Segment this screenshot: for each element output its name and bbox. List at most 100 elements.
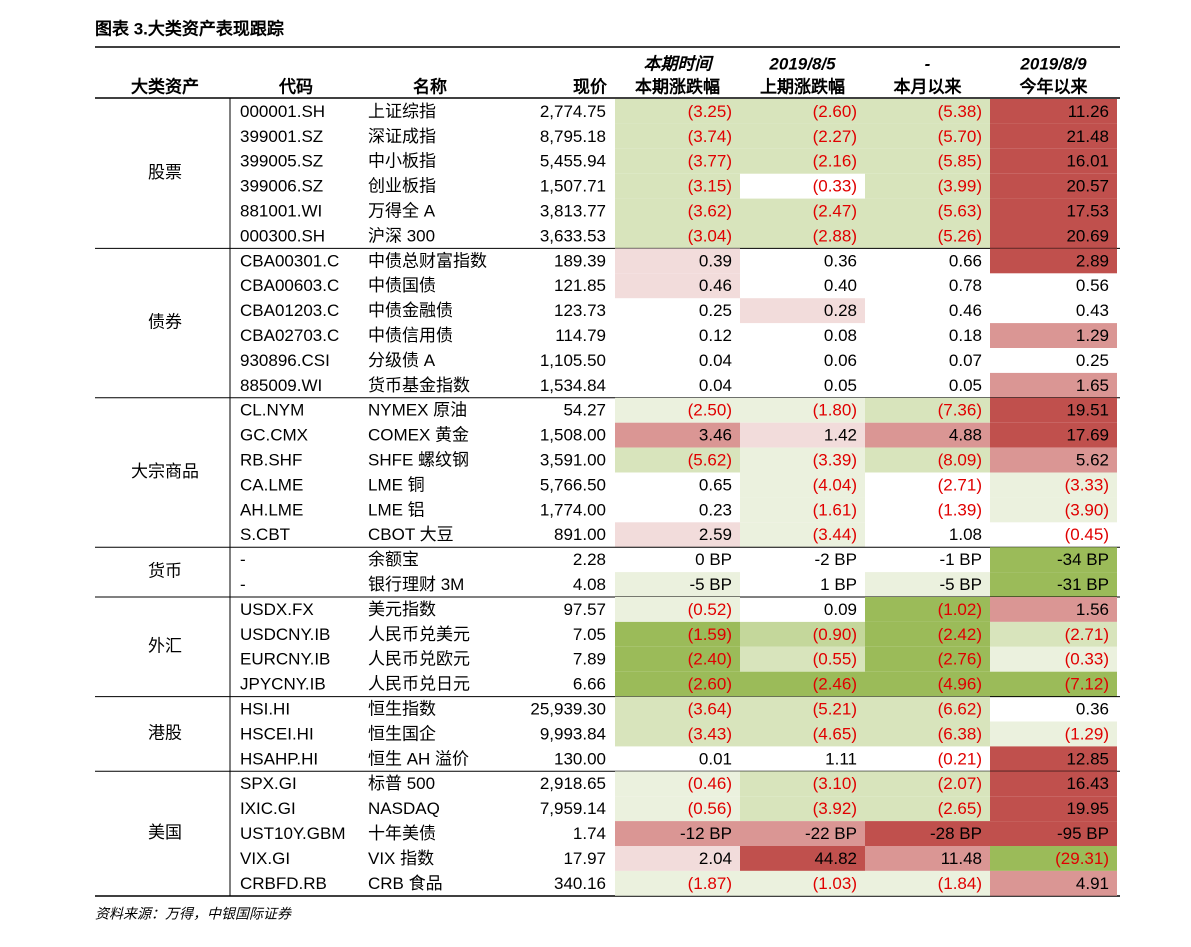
change-cell: 1 BP	[820, 575, 857, 594]
price-cell: 1.74	[573, 824, 606, 843]
price-cell: 7.05	[573, 625, 606, 644]
name-cell: 中债国债	[368, 276, 436, 295]
header-top-cell: 2019/8/5	[768, 54, 836, 73]
cell-fill	[990, 223, 1117, 249]
change-cell: 0.28	[824, 301, 857, 320]
change-cell: (2.07)	[938, 774, 982, 793]
price-cell: 3,813.77	[540, 202, 606, 221]
change-cell: (29.31)	[1055, 849, 1109, 868]
change-cell: (3.90)	[1065, 500, 1109, 519]
cell-fill	[990, 721, 1117, 747]
name-cell: 人民币兑日元	[368, 675, 470, 694]
change-cell: (5.26)	[938, 226, 982, 245]
change-cell: (2.47)	[813, 202, 857, 221]
name-cell: 分级债 A	[368, 351, 436, 370]
price-cell: 6.66	[573, 675, 606, 694]
change-cell: 11.48	[941, 849, 982, 868]
change-cell: 0.09	[824, 600, 857, 619]
change-cell: 17.69	[1066, 426, 1109, 445]
change-cell: 0.56	[1076, 276, 1109, 295]
cell-fill	[615, 99, 740, 124]
name-cell: 美元指数	[368, 600, 436, 619]
change-cell: 0.06	[824, 351, 857, 370]
change-cell: (1.03)	[813, 874, 857, 893]
change-cell: (2.50)	[688, 401, 732, 420]
cell-fill	[615, 870, 740, 896]
cell-fill	[990, 99, 1117, 124]
change-cell: (0.56)	[688, 799, 732, 818]
change-cell: (5.70)	[938, 127, 982, 146]
cell-fill	[615, 397, 740, 423]
change-cell: (3.43)	[688, 724, 732, 743]
header-cell: 今年以来	[1020, 76, 1089, 96]
cell-fill	[990, 621, 1117, 647]
cell-fill	[615, 771, 740, 797]
change-cell: 19.51	[1066, 401, 1109, 420]
name-cell: 深证成指	[368, 127, 436, 146]
cell-fill	[865, 99, 990, 124]
change-cell: (3.44)	[813, 525, 857, 544]
price-cell: 1,105.50	[540, 351, 606, 370]
header-top-cell: 本期时间	[644, 54, 715, 73]
change-cell: (0.45)	[1065, 525, 1109, 544]
cell-fill	[865, 870, 990, 896]
change-cell: (5.62)	[688, 451, 732, 470]
code-cell: CRBFD.RB	[240, 874, 327, 893]
cell-fill	[740, 123, 865, 149]
change-cell: (3.74)	[688, 127, 732, 146]
cell-fill	[990, 821, 1117, 846]
name-cell: VIX 指数	[368, 849, 434, 868]
change-cell: (0.90)	[813, 625, 857, 644]
cell-fill	[740, 198, 865, 224]
cell-fill	[990, 123, 1117, 149]
change-cell: 0.65	[699, 475, 732, 494]
cell-fill	[865, 173, 990, 199]
code-cell: AH.LME	[240, 500, 303, 519]
group-label: 货币	[148, 562, 182, 581]
change-cell: 0.25	[1076, 351, 1109, 370]
name-cell: NASDAQ	[368, 799, 440, 818]
cell-fill	[740, 721, 865, 747]
cell-fill	[740, 422, 865, 448]
name-cell: 货币基金指数	[368, 376, 470, 395]
change-cell: -22 BP	[805, 824, 857, 843]
cell-fill	[990, 397, 1117, 423]
code-cell: 881001.WI	[240, 202, 322, 221]
price-cell: 8,795.18	[540, 127, 606, 146]
code-cell: SPX.GI	[240, 774, 297, 793]
change-cell: -31 BP	[1057, 575, 1109, 594]
change-cell: 2.04	[699, 849, 732, 868]
price-cell: 121.85	[554, 276, 606, 295]
change-cell: 0.43	[1076, 301, 1109, 320]
name-cell: 中小板指	[368, 152, 436, 171]
name-cell: LME 铜	[368, 475, 425, 494]
cell-fill	[990, 148, 1117, 174]
group-label: 股票	[148, 163, 182, 182]
price-cell: 4.08	[573, 575, 606, 594]
change-cell: (2.16)	[813, 152, 857, 171]
cell-fill	[615, 597, 740, 622]
change-cell: (2.71)	[938, 475, 982, 494]
change-cell: 0.39	[699, 251, 732, 270]
price-cell: 891.00	[554, 525, 606, 544]
price-cell: 97.57	[563, 600, 606, 619]
name-cell: 万得全 A	[368, 202, 436, 221]
code-cell: 885009.WI	[240, 376, 322, 395]
name-cell: 恒生指数	[368, 700, 436, 719]
change-cell: (3.92)	[813, 799, 857, 818]
change-cell: (2.46)	[813, 675, 857, 694]
change-cell: 0.36	[824, 251, 857, 270]
cell-fill	[990, 198, 1117, 224]
change-cell: 11.26	[1068, 102, 1109, 121]
code-cell: GC.CMX	[240, 426, 308, 445]
price-cell: 5,766.50	[540, 475, 606, 494]
change-cell: (0.55)	[813, 650, 857, 669]
cell-fill	[865, 846, 990, 871]
change-cell: 0.07	[949, 351, 982, 370]
cell-fill	[865, 696, 990, 722]
cell-fill	[990, 173, 1117, 199]
cell-fill	[990, 422, 1117, 448]
change-cell: (3.10)	[813, 774, 857, 793]
code-cell: CA.LME	[240, 475, 303, 494]
change-cell: (6.62)	[938, 700, 982, 719]
